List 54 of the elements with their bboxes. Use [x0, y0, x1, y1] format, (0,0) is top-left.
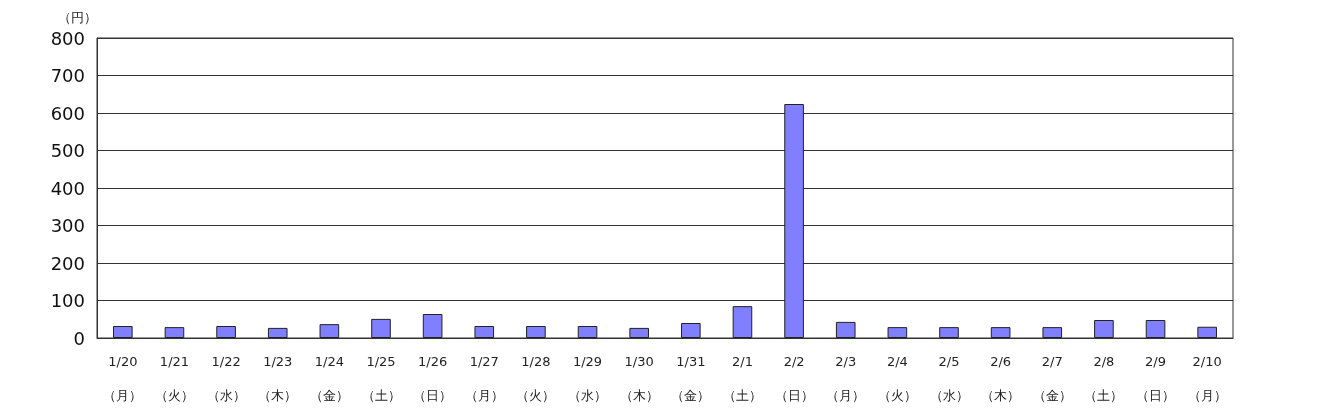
y-tick-label: 600 [50, 102, 85, 124]
bar [164, 327, 185, 338]
category-label: 1/21 （火） [154, 353, 194, 403]
category-label: 1/27 （月） [464, 353, 504, 403]
bar [1094, 320, 1114, 338]
category-label: 2/4 （火） [877, 353, 917, 403]
bar [577, 326, 598, 338]
category-label: 1/22 （水） [206, 353, 246, 403]
category-label: 2/2 （日） [774, 353, 814, 403]
bar [113, 326, 133, 338]
y-tick-label: 400 [50, 177, 85, 199]
category-label: 2/5 （水） [929, 353, 969, 403]
category-label: 2/10 （月） [1187, 353, 1227, 403]
y-tick-label: 700 [50, 65, 85, 86]
y-tick-label: 300 [50, 215, 85, 236]
bar [1042, 327, 1063, 338]
bar [629, 327, 649, 338]
category-label: 1/30 （木） [619, 353, 659, 403]
category-label: 1/26 （日） [413, 353, 453, 403]
bar [835, 321, 856, 338]
bar [732, 306, 753, 338]
category-label: 2/9 （日） [1136, 353, 1176, 403]
bar [681, 323, 701, 338]
category-label: 1/20 （月） [103, 353, 143, 403]
bar [474, 326, 495, 338]
category-label: 2/7 （金） [1032, 353, 1072, 403]
category-label: 1/24 （金） [309, 353, 349, 403]
bar [526, 326, 546, 338]
category-label: 1/28 （火） [516, 353, 556, 403]
bar [939, 327, 959, 338]
bar [1145, 320, 1166, 338]
bar [267, 327, 288, 338]
category-label: 1/25 （土） [361, 353, 401, 403]
y-tick-label: 0 [73, 327, 85, 349]
y-tick-label: 100 [50, 290, 85, 311]
y-tick-label: 800 [50, 27, 85, 49]
category-label: 1/29 （水） [568, 353, 608, 403]
bar [371, 318, 391, 338]
bar [216, 326, 236, 338]
category-label: 2/6 （木） [981, 353, 1021, 403]
category-label: 1/31 （金） [671, 353, 711, 403]
y-tick-label: 500 [50, 140, 85, 161]
bar [319, 324, 340, 338]
bar [887, 327, 908, 338]
category-label: 2/3 （月） [826, 353, 866, 403]
bar [1197, 326, 1217, 338]
category-label: 1/23 （木） [258, 353, 298, 403]
bar [422, 314, 443, 338]
y-axis-title: （円） [58, 10, 97, 25]
y-tick-label: 200 [50, 252, 85, 274]
bar [990, 327, 1011, 338]
bar [784, 104, 804, 338]
category-label: 2/8 （土） [1084, 353, 1124, 403]
category-label: 2/1 （土） [722, 353, 762, 403]
